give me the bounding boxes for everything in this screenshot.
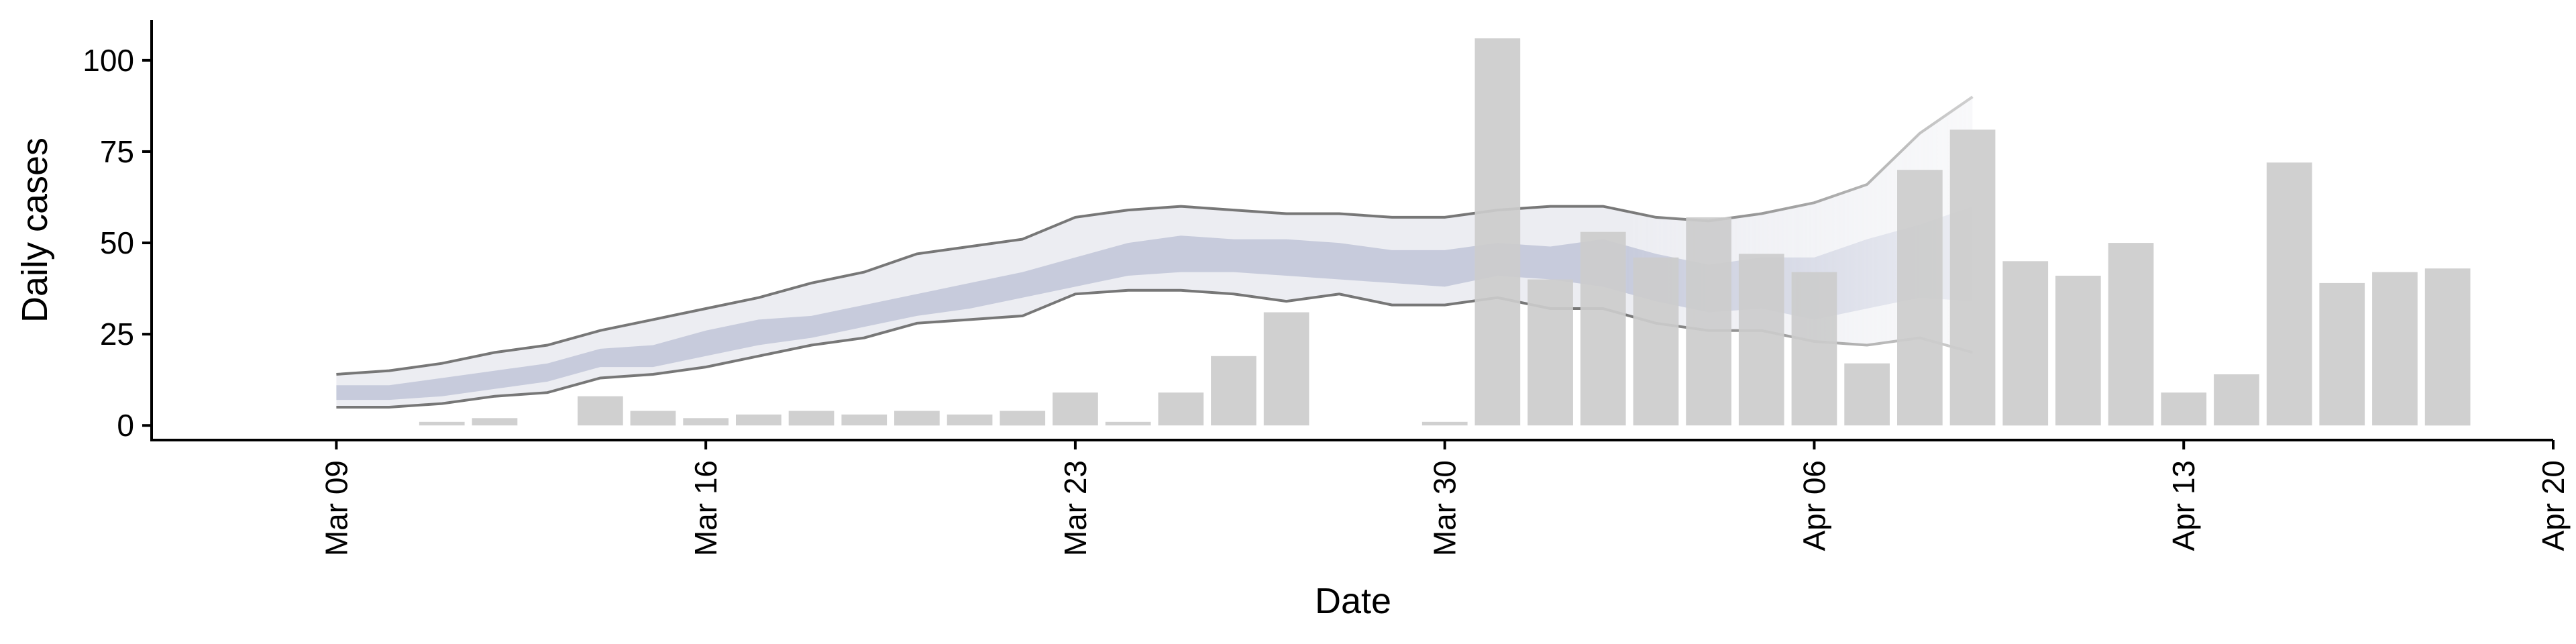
y-tick-label: 25 bbox=[100, 317, 134, 352]
x-tick-label: Mar 16 bbox=[688, 460, 723, 556]
case-bar bbox=[736, 414, 782, 426]
case-bar bbox=[1527, 279, 1573, 426]
x-tick-label: Apr 20 bbox=[2536, 460, 2571, 551]
case-bar bbox=[1791, 272, 1837, 426]
case-bar bbox=[683, 418, 729, 426]
case-bar bbox=[2372, 272, 2418, 426]
x-tick-label: Apr 06 bbox=[1797, 460, 1832, 551]
y-axis-ticks: 0 25 50 75 100 bbox=[83, 43, 152, 443]
case-bar bbox=[1844, 363, 1890, 426]
inner-interval-band bbox=[336, 206, 1973, 400]
case-bar bbox=[1633, 257, 1679, 426]
case-bar bbox=[894, 411, 940, 426]
x-axis-title: Date bbox=[1315, 581, 1391, 621]
case-bar bbox=[1000, 411, 1046, 426]
case-bar bbox=[2002, 261, 2049, 426]
case-bar bbox=[2266, 162, 2312, 426]
case-bar bbox=[578, 396, 623, 426]
case-bar bbox=[947, 414, 993, 426]
case-bar bbox=[1474, 38, 1521, 426]
case-bar bbox=[1949, 129, 1996, 426]
case-bar bbox=[419, 421, 465, 426]
case-bar bbox=[2424, 268, 2471, 426]
y-tick-label: 75 bbox=[100, 134, 134, 169]
case-bar bbox=[2161, 392, 2207, 426]
daily-case-bars bbox=[419, 38, 2471, 426]
x-tick-label: Apr 13 bbox=[2166, 460, 2201, 551]
case-bar bbox=[788, 411, 835, 426]
case-bar bbox=[1897, 170, 1943, 426]
case-bar bbox=[2108, 243, 2154, 426]
x-tick-label: Mar 23 bbox=[1058, 460, 1093, 556]
y-tick-label: 100 bbox=[83, 43, 134, 78]
y-axis-title: Daily cases bbox=[15, 138, 55, 323]
case-bar bbox=[1105, 421, 1151, 426]
case-bar bbox=[1211, 356, 1256, 426]
case-bar bbox=[1158, 392, 1204, 426]
case-bar bbox=[2055, 276, 2101, 426]
case-bar bbox=[2214, 374, 2259, 426]
case-bar bbox=[1263, 312, 1309, 426]
case-bar bbox=[630, 411, 676, 426]
y-tick-label: 0 bbox=[117, 408, 134, 443]
case-bar bbox=[1053, 392, 1098, 426]
x-tick-label: Mar 30 bbox=[1428, 460, 1462, 556]
case-bar bbox=[1686, 217, 1731, 426]
x-axis-ticks: Mar 09 Mar 16 Mar 23 Mar 30 Apr 06 Apr 13 Apr … bbox=[319, 440, 2571, 556]
case-bar bbox=[2319, 282, 2365, 426]
case-bar bbox=[841, 414, 888, 426]
case-bar bbox=[1738, 254, 1784, 426]
case-bar bbox=[1421, 421, 1468, 426]
y-tick-label: 50 bbox=[100, 225, 134, 260]
axes bbox=[150, 20, 2553, 441]
case-bar bbox=[472, 418, 518, 426]
case-bar bbox=[1580, 231, 1626, 426]
x-tick-label: Mar 09 bbox=[319, 460, 354, 556]
